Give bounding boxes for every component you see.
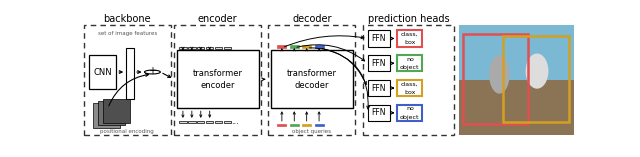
Bar xyxy=(224,121,231,123)
Text: FFN: FFN xyxy=(371,59,386,68)
Text: FFN: FFN xyxy=(371,84,386,92)
Bar xyxy=(177,50,259,108)
Text: box: box xyxy=(404,90,415,95)
Bar xyxy=(98,101,125,125)
Text: class,: class, xyxy=(401,81,419,86)
Bar xyxy=(302,45,311,48)
Bar xyxy=(363,25,454,135)
Bar xyxy=(503,36,569,122)
Bar xyxy=(188,47,196,49)
Bar xyxy=(315,124,324,126)
Bar xyxy=(277,45,286,48)
Ellipse shape xyxy=(525,54,548,89)
Text: object: object xyxy=(400,65,420,70)
Text: class,: class, xyxy=(401,32,419,37)
Bar xyxy=(197,121,205,123)
Bar xyxy=(271,50,353,108)
Text: ...: ... xyxy=(231,43,239,53)
Text: encoder: encoder xyxy=(200,81,235,90)
Text: FFN: FFN xyxy=(371,34,386,43)
Text: prediction heads: prediction heads xyxy=(368,14,449,24)
Bar xyxy=(89,55,116,89)
Bar xyxy=(277,124,286,126)
Text: CNN: CNN xyxy=(93,68,112,76)
Bar xyxy=(197,47,205,49)
Text: object queries: object queries xyxy=(292,129,332,134)
Bar xyxy=(206,47,213,49)
Ellipse shape xyxy=(489,55,509,94)
Bar xyxy=(93,103,120,128)
Bar xyxy=(397,80,422,96)
Bar xyxy=(367,30,390,47)
Text: +: + xyxy=(148,66,156,76)
Bar xyxy=(290,124,299,126)
Text: no: no xyxy=(406,106,414,111)
Bar xyxy=(126,48,134,99)
Bar xyxy=(84,25,171,135)
Text: encoder: encoder xyxy=(198,14,237,24)
Text: positional encoding: positional encoding xyxy=(100,129,154,134)
Text: transformer: transformer xyxy=(287,69,337,78)
Bar xyxy=(397,30,422,47)
Text: decoder: decoder xyxy=(292,14,332,24)
Bar xyxy=(397,55,422,71)
Text: no: no xyxy=(406,57,414,62)
Bar xyxy=(206,121,213,123)
Bar xyxy=(367,80,390,96)
Bar xyxy=(174,25,261,135)
Text: ...: ... xyxy=(231,117,239,126)
Bar xyxy=(397,105,422,121)
Bar xyxy=(302,124,311,126)
Bar xyxy=(215,121,222,123)
Text: object: object xyxy=(400,115,420,120)
Bar xyxy=(460,25,573,80)
Text: transformer: transformer xyxy=(193,69,243,78)
Bar xyxy=(269,25,355,135)
Text: box: box xyxy=(404,40,415,45)
Bar xyxy=(179,47,187,49)
Bar xyxy=(188,121,196,123)
Text: backbone: backbone xyxy=(104,14,151,24)
Text: decoder: decoder xyxy=(294,81,329,90)
Text: set of image features: set of image features xyxy=(98,31,157,36)
Bar xyxy=(463,34,528,124)
Bar xyxy=(224,47,231,49)
Circle shape xyxy=(145,70,161,74)
Bar xyxy=(315,45,324,48)
Bar xyxy=(367,105,390,121)
Bar xyxy=(179,121,187,123)
Bar xyxy=(460,80,573,135)
Bar xyxy=(290,45,299,48)
Text: FFN: FFN xyxy=(371,108,386,117)
Bar xyxy=(367,55,390,71)
Bar xyxy=(215,47,222,49)
Bar xyxy=(103,99,130,123)
